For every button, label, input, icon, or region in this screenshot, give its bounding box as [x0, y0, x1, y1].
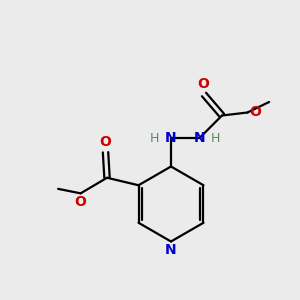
Text: N: N	[165, 131, 177, 145]
Text: O: O	[100, 135, 112, 148]
Text: N: N	[165, 243, 177, 257]
Text: H: H	[211, 131, 220, 145]
Text: O: O	[74, 195, 86, 209]
Text: H: H	[150, 131, 160, 145]
Text: N: N	[194, 131, 205, 145]
Text: O: O	[197, 77, 209, 91]
Text: O: O	[249, 106, 261, 119]
